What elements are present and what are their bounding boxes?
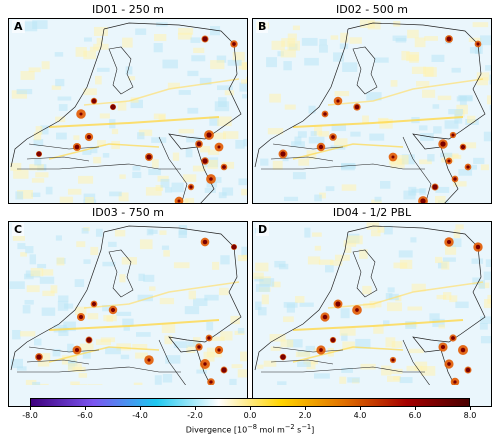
panel-title-a: ID01 - 250 m xyxy=(92,3,164,16)
colorbar-tick-label: 8.0 xyxy=(463,411,477,420)
panel-letter-a: A xyxy=(12,20,25,33)
panel-letter-d: D xyxy=(256,223,270,236)
map-layer xyxy=(10,20,247,203)
netherlands-map-b xyxy=(254,19,491,203)
map-panel-d: D xyxy=(252,221,492,407)
panel-title-d: ID04 - 1/2 PBL xyxy=(332,206,412,219)
map-layer xyxy=(253,222,491,385)
colorbar-tick-label: -2.0 xyxy=(187,411,203,420)
netherlands-map-d xyxy=(253,222,491,385)
map-layer xyxy=(9,225,247,385)
colorbar-tick xyxy=(139,407,141,410)
netherlands-map-a xyxy=(10,20,247,203)
colorbar-tick-label: 0.0 xyxy=(243,411,257,420)
colorbar-label: Divergence [10−8 mol m−2 s−1] xyxy=(185,423,315,435)
colorbar-tick xyxy=(249,407,251,410)
panel-title-b: ID02 - 500 m xyxy=(336,3,408,16)
colorbar-tick xyxy=(414,407,416,410)
colorbar-tick xyxy=(304,407,306,410)
map-panel-a: A xyxy=(8,18,248,204)
colorbar-tick xyxy=(84,407,86,410)
map-panel-c: C xyxy=(8,221,248,407)
panel-letter-b: B xyxy=(256,20,269,33)
colorbar-tick-label: 6.0 xyxy=(408,411,422,420)
colorbar-tick-label: -8.0 xyxy=(22,411,38,420)
colorbar-tick-label: 2.0 xyxy=(298,411,312,420)
colorbar-tick xyxy=(359,407,361,410)
colorbar-tick-label: -4.0 xyxy=(132,411,148,420)
panel-title-c: ID03 - 750 m xyxy=(92,206,164,219)
colorbar-tick xyxy=(194,407,196,410)
colorbar xyxy=(30,398,470,407)
colorbar-tick xyxy=(29,407,31,410)
netherlands-map-c xyxy=(9,225,247,385)
colorbar-tick-label: 4.0 xyxy=(353,411,367,420)
map-layer xyxy=(254,19,491,203)
colorbar-tick-label: -6.0 xyxy=(77,411,93,420)
map-panel-b: B xyxy=(252,18,492,204)
panel-letter-c: C xyxy=(12,223,25,236)
colorbar-tick xyxy=(469,407,471,410)
